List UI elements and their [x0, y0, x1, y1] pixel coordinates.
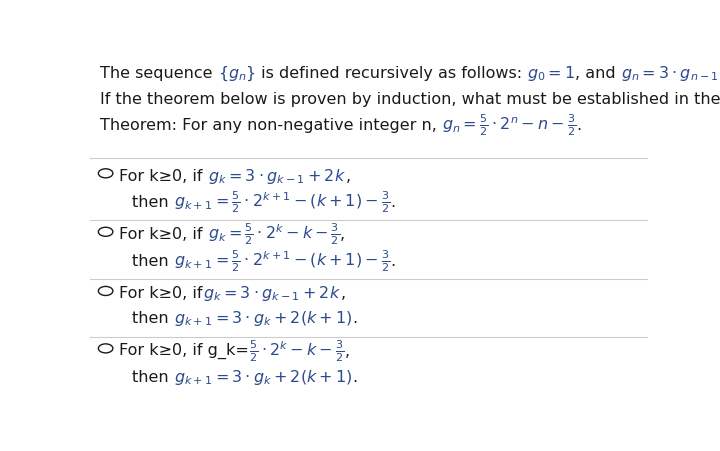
Text: ,: ,	[341, 285, 346, 300]
Text: For k≥0, if g_k=: For k≥0, if g_k=	[119, 342, 249, 359]
Text: $g_k = \frac{5}{2} \cdot 2^k - k - \frac{3}{2}$: $g_k = \frac{5}{2} \cdot 2^k - k - \frac…	[207, 221, 340, 247]
Text: $g_{k+1} = \frac{5}{2} \cdot 2^{k+1} - (k+1) - \frac{3}{2}$: $g_{k+1} = \frac{5}{2} \cdot 2^{k+1} - (…	[174, 248, 390, 274]
Text: ,: ,	[344, 343, 349, 358]
Text: For k≥0, if: For k≥0, if	[119, 226, 207, 241]
Text: $g_n = 3 \cdot g_{n-1} + 2n$: $g_n = 3 \cdot g_{n-1} + 2n$	[621, 64, 720, 83]
Text: The sequence: The sequence	[100, 66, 217, 81]
Text: .: .	[390, 253, 395, 268]
Text: $g_k = 3 \cdot g_{k-1} + 2k$: $g_k = 3 \cdot g_{k-1} + 2k$	[202, 284, 341, 303]
Text: .: .	[352, 369, 357, 384]
Text: $g_k = 3 \cdot g_{k-1} + 2k$: $g_k = 3 \cdot g_{k-1} + 2k$	[207, 166, 346, 185]
Text: .: .	[390, 194, 395, 209]
Text: For k≥0, if: For k≥0, if	[119, 285, 202, 300]
Text: $g_{k+1} = \frac{5}{2} \cdot 2^{k+1} - (k+1) - \frac{3}{2}$: $g_{k+1} = \frac{5}{2} \cdot 2^{k+1} - (…	[174, 189, 390, 215]
Text: then: then	[132, 311, 174, 326]
Text: For k≥0, if: For k≥0, if	[119, 168, 207, 183]
Text: is defined recursively as follows:: is defined recursively as follows:	[256, 66, 527, 81]
Text: Theorem: For any non-negative integer n,: Theorem: For any non-negative integer n,	[100, 118, 442, 133]
Text: $g_0 = 1$: $g_0 = 1$	[527, 64, 575, 83]
Text: $g_n = \frac{5}{2} \cdot 2^n - n - \frac{3}{2}$: $g_n = \frac{5}{2} \cdot 2^n - n - \frac…	[442, 112, 576, 138]
Text: , and: , and	[575, 66, 621, 81]
Text: $g_{k+1} = 3 \cdot g_k + 2(k+1)$: $g_{k+1} = 3 \cdot g_k + 2(k+1)$	[174, 308, 352, 327]
Text: $\{g_n\}$: $\{g_n\}$	[217, 64, 256, 83]
Text: ,: ,	[346, 168, 351, 183]
Text: then: then	[132, 253, 174, 268]
Text: ,: ,	[340, 226, 345, 241]
Text: .: .	[352, 311, 357, 326]
Text: then: then	[132, 194, 174, 209]
Text: .: .	[576, 118, 581, 133]
Text: $g_{k+1} = 3 \cdot g_k + 2(k+1)$: $g_{k+1} = 3 \cdot g_k + 2(k+1)$	[174, 367, 352, 386]
Text: then: then	[132, 369, 174, 384]
Text: $\frac{5}{2} \cdot 2^k - k - \frac{3}{2}$: $\frac{5}{2} \cdot 2^k - k - \frac{3}{2}…	[249, 337, 344, 363]
Text: If the theorem below is proven by induction, what must be established in the ind: If the theorem below is proven by induct…	[100, 92, 720, 107]
